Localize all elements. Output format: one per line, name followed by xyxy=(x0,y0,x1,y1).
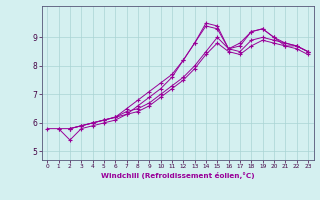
X-axis label: Windchill (Refroidissement éolien,°C): Windchill (Refroidissement éolien,°C) xyxy=(101,172,254,179)
